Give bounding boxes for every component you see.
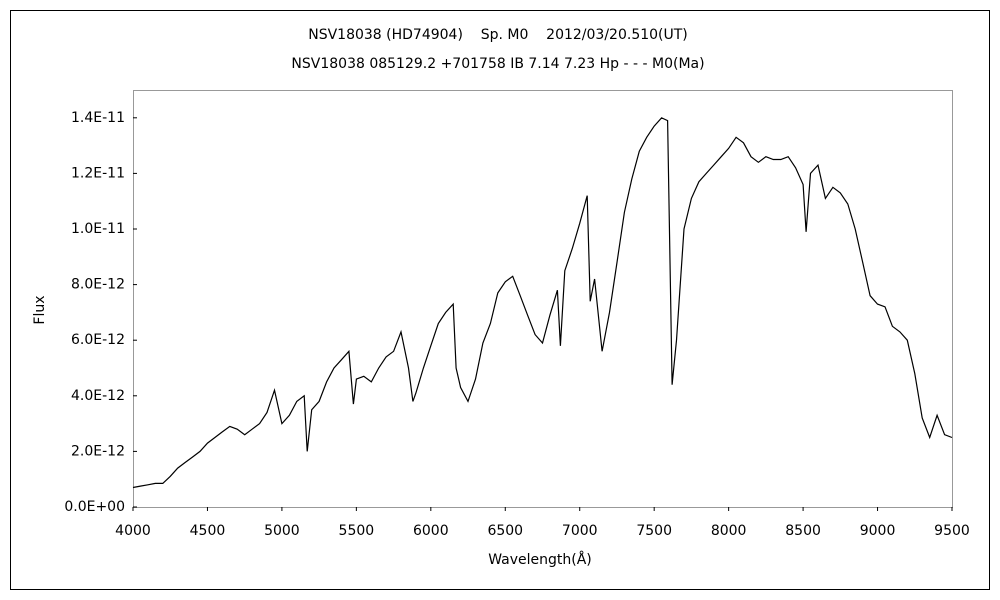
x-tick-label: 8000 [711, 523, 747, 539]
chart-frame [10, 10, 990, 590]
x-tick-label: 9000 [860, 523, 896, 539]
spectrum-line [132, 117, 953, 489]
x-tick-label: 5000 [264, 523, 300, 539]
x-axis-label: Wavelength(Å) [488, 551, 592, 568]
y-tick-label: 0.0E+00 [64, 499, 125, 515]
x-tick-label: 6500 [487, 523, 523, 539]
x-tick-label: 8500 [785, 523, 821, 539]
y-tick-label: 1.4E-11 [71, 110, 125, 126]
x-tick-label: 4000 [115, 523, 151, 539]
x-tick-label: 7000 [562, 523, 598, 539]
y-tick-label: 1.2E-11 [71, 165, 125, 181]
plot-area [133, 90, 953, 508]
chart-subtitle: NSV18038 085129.2 +701758 IB 7.14 7.23 H… [291, 56, 704, 72]
y-axis-label: Flux [32, 295, 48, 324]
x-tick-label: 4500 [190, 523, 226, 539]
y-tick-label: 2.0E-12 [71, 443, 125, 459]
x-tick-label: 5500 [339, 523, 375, 539]
y-tick-label: 1.0E-11 [71, 221, 125, 237]
y-tick-label: 4.0E-12 [71, 388, 125, 404]
y-tick-label: 8.0E-12 [71, 277, 125, 293]
chart-title: NSV18038 (HD74904) Sp. M0 2012/03/20.510… [308, 27, 688, 43]
x-tick-label: 6000 [413, 523, 449, 539]
y-tick-label: 6.0E-12 [71, 332, 125, 348]
x-tick-label: 9500 [934, 523, 970, 539]
x-tick-label: 7500 [636, 523, 672, 539]
